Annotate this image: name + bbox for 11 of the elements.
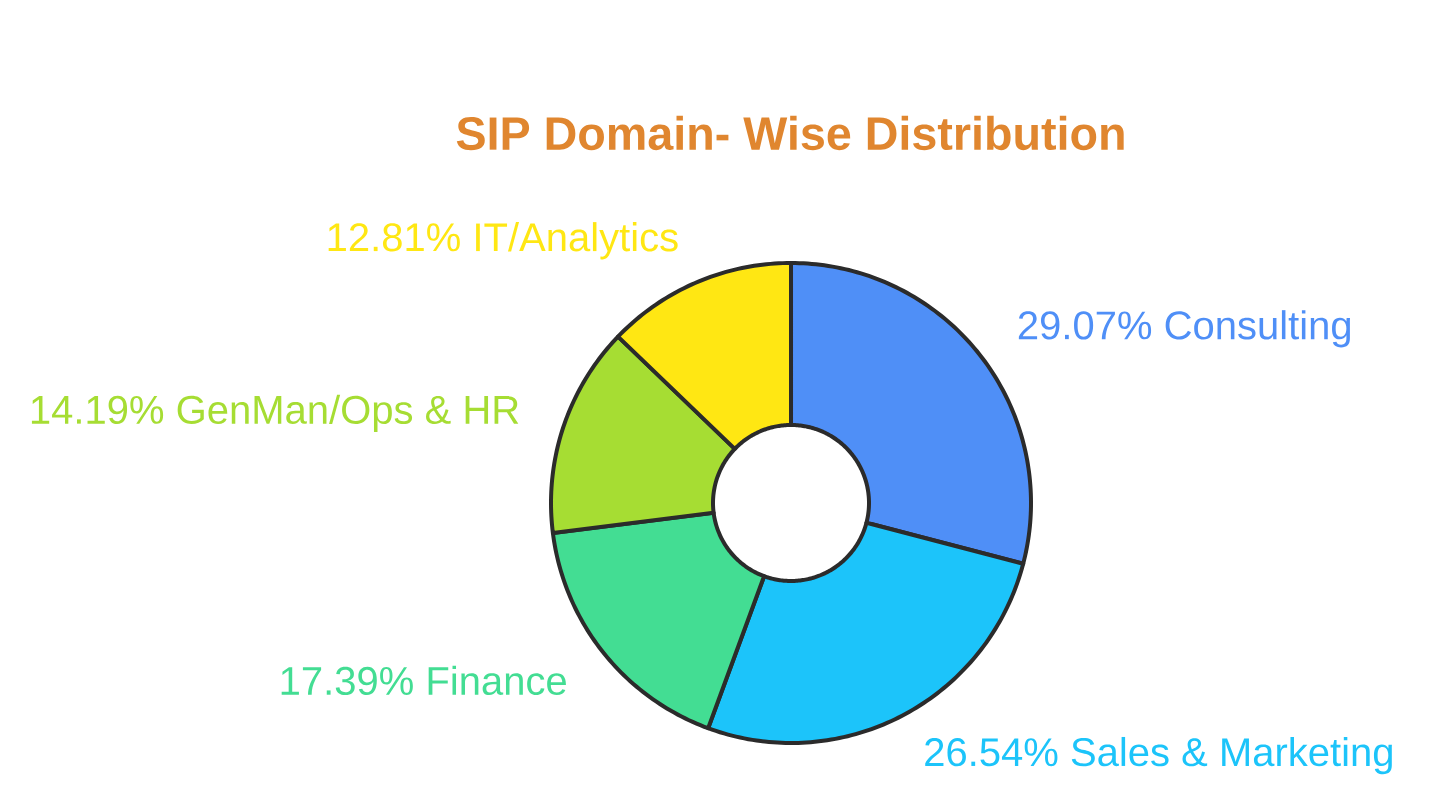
data-label: 29.07% (1018, 311, 1152, 340)
slice-label: Sales & Marketing (1071, 736, 1392, 775)
slice-label: Consulting (1165, 310, 1351, 348)
data-label: 12.81% (328, 223, 460, 252)
chart-title: SIP Domain- Wise Distribution (456, 115, 1124, 151)
slice-label: IT/Analytics (476, 222, 678, 260)
data-label: 26.54% (925, 738, 1058, 767)
data-label: 17.39% (281, 666, 413, 696)
data-label: 14.19% (31, 395, 164, 425)
slice-label: GenMan/Ops & HR (177, 394, 519, 432)
slice-label: Finance (428, 665, 566, 696)
